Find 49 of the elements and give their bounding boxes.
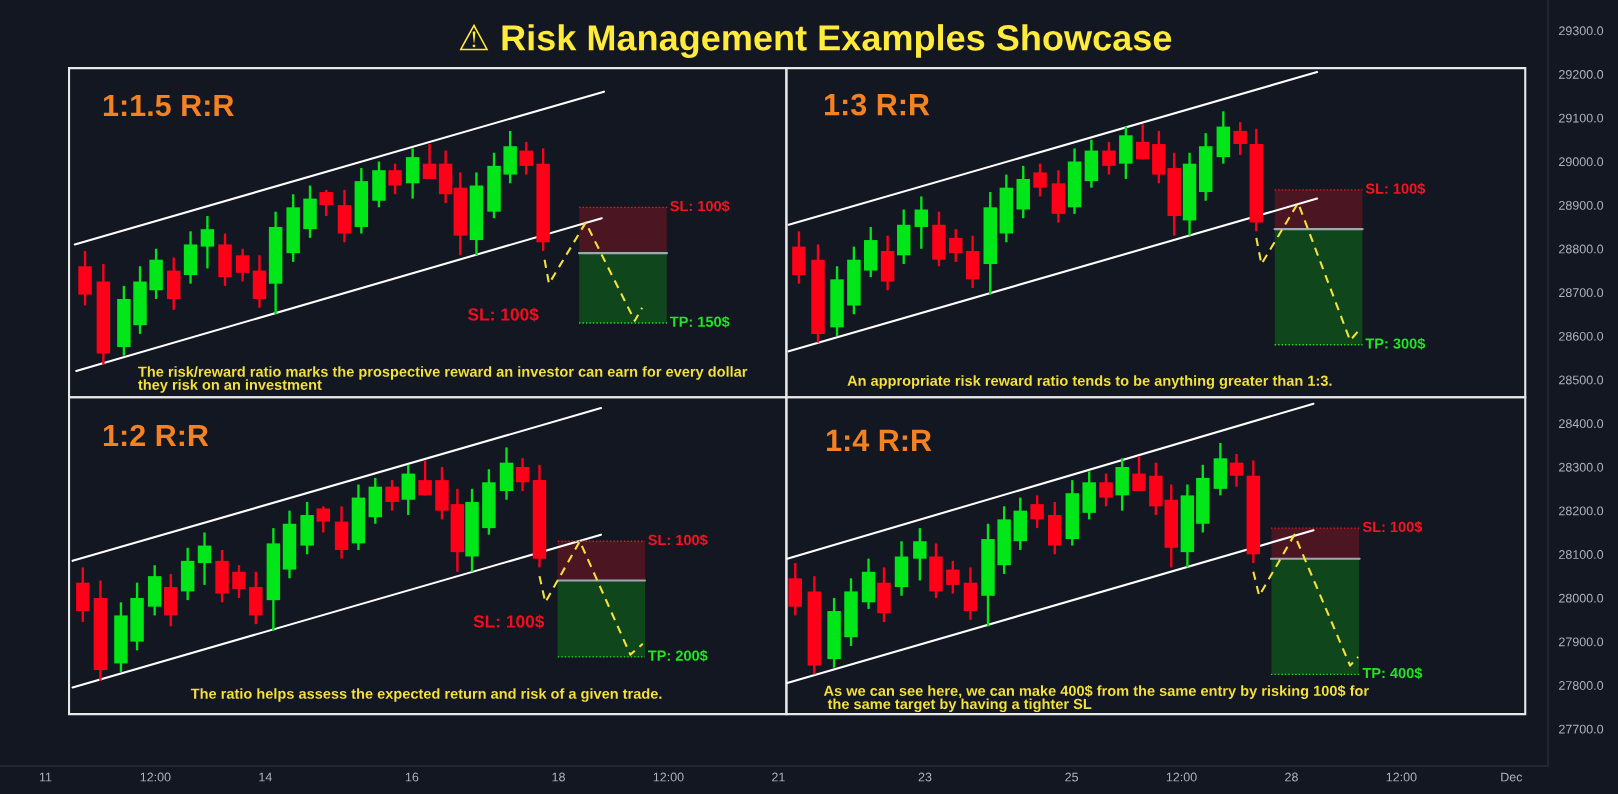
series-label: TP: 400$ <box>1362 667 1423 680</box>
x-tick-label: Dec <box>1501 772 1523 782</box>
annotation: 1:1.5 R:R <box>103 94 234 117</box>
annotation: 1:3 R:R <box>825 93 930 116</box>
y-tick-label: 28000.0 <box>1559 593 1604 603</box>
y-tick-label: 27800.0 <box>1559 681 1604 690</box>
y-tick-label: 28100.0 <box>1559 550 1604 559</box>
series-label: TP: 300$ <box>1365 337 1426 350</box>
x-tick-label: 18 <box>552 772 565 782</box>
series-label: TP: 200$ <box>647 649 708 662</box>
series-label: SL: 100$ <box>670 200 730 213</box>
x-tick-label: 21 <box>772 772 785 782</box>
y-tick-label: 28800.0 <box>1559 244 1604 254</box>
annotation: SL: 100$ <box>468 307 539 322</box>
y-tick-label: 28400.0 <box>1559 419 1604 429</box>
annotation: The ratio helps assess the expected return and risk of a given trade. <box>190 688 662 702</box>
x-tick-label: 12:00 <box>140 772 171 782</box>
y-tick-label: 27700.0 <box>1559 724 1604 734</box>
series-label: SL: 100$ <box>1365 182 1426 195</box>
x-tick-label: 25 <box>1065 772 1079 782</box>
annotation: As we can see here, we can make 400$ from the same entry by risking 100$ for the same target by having a tighter SL <box>823 685 1369 713</box>
x-tick-label: 12:00 <box>653 772 684 782</box>
x-tick-label: 14 <box>259 772 272 782</box>
x-tick-label: 23 <box>918 772 932 782</box>
x-tick-label: 28 <box>1285 772 1298 782</box>
y-tick-label: 28700.0 <box>1559 288 1604 298</box>
y-tick-label: 28900.0 <box>1559 200 1604 210</box>
y-tick-label: 29200.0 <box>1559 70 1604 79</box>
annotation: The risk/reward ratio marks the prospective reward an investor can earn for every dollar they risk on an investment <box>138 366 748 393</box>
y-tick-label: 29100.0 <box>1559 113 1604 123</box>
y-tick-label: 28200.0 <box>1559 506 1604 516</box>
annotation: SL: 100$ <box>473 614 545 629</box>
series-label: TP: 150$ <box>669 315 730 328</box>
annotation: 1:4 R:R <box>827 429 932 451</box>
y-tick-label: 28600.0 <box>1559 331 1604 341</box>
text: ⚠ Risk Management Examples Showcase <box>459 24 1172 58</box>
y-tick-label: 29300.0 <box>1559 26 1604 36</box>
x-tick-label: 16 <box>405 772 419 782</box>
x-tick-label: 11 <box>39 772 52 782</box>
y-tick-label: 28300.0 <box>1559 462 1604 472</box>
series-label: SL: 100$ <box>1362 521 1423 533</box>
annotation: An appropriate risk reward ratio tends to be anything greater than 1:3. <box>847 375 1332 389</box>
x-tick-label: 12:00 <box>1166 772 1197 782</box>
y-tick-label: 27900.0 <box>1559 637 1604 647</box>
series-label: SL: 100$ <box>648 534 708 547</box>
annotation: 1:2 R:R <box>103 424 209 447</box>
y-tick-label: 29000.0 <box>1559 157 1604 167</box>
y-tick-label: 28500.0 <box>1559 375 1604 385</box>
x-tick-label: 12:00 <box>1386 772 1417 782</box>
